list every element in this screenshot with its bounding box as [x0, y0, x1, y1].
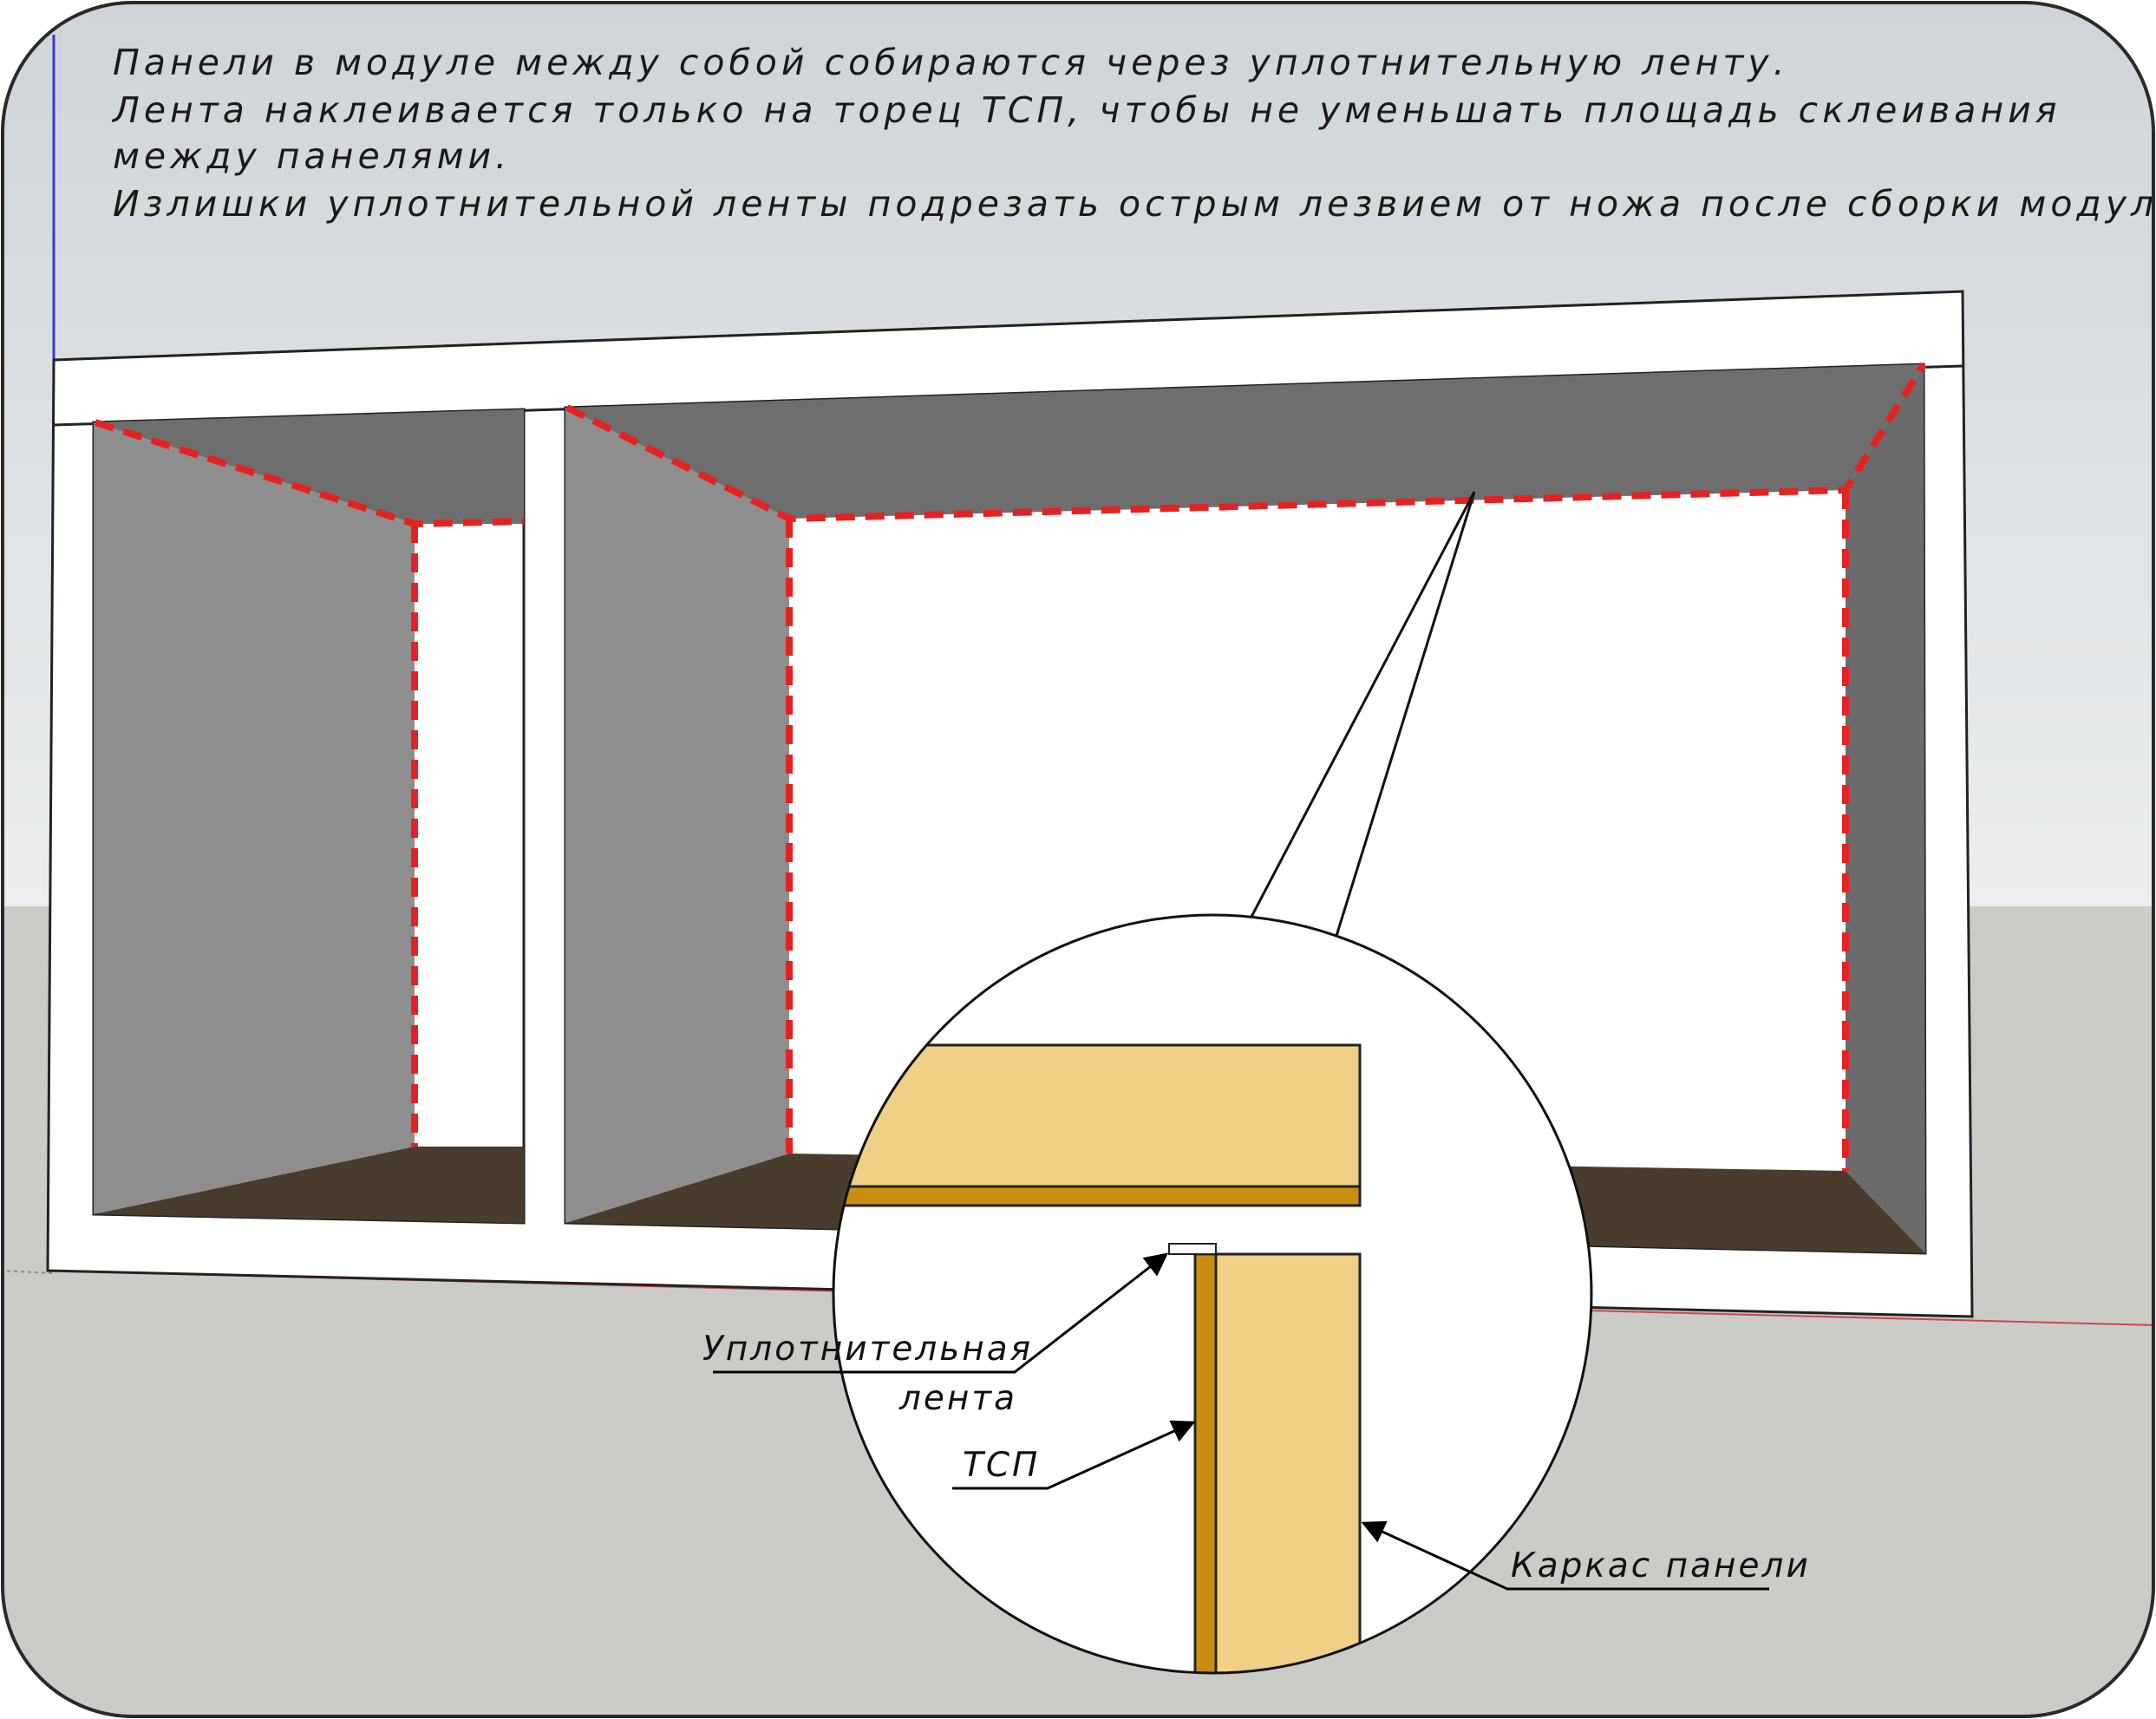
frame-label: Каркас панели: [1511, 1546, 1811, 1585]
callout-frame: Каркас панели: [1361, 1520, 1811, 1591]
right-cell-right-wall: [1846, 364, 1925, 1253]
side-panel-frame-section: [1214, 1252, 1362, 1673]
right-cell-left-wall: [565, 408, 789, 1223]
green-axis: [3, 1270, 55, 1274]
top-panel-tsp-layer: [833, 1185, 1362, 1207]
note-line-2: Лента наклеивается только на торец ТСП, …: [111, 89, 2061, 131]
note-line-3: между панелями.: [113, 135, 511, 177]
sealing-tape-marks: [94, 362, 1927, 1171]
left-cell-wall: [94, 422, 415, 1214]
sealing-tape-strip: [1168, 1243, 1217, 1255]
tape-label-line1: Уплотнительная: [702, 1330, 1033, 1369]
left-cell-floor: [94, 1147, 524, 1223]
frame-leader: [1361, 1520, 1769, 1591]
top-panel-frame-section: [833, 1043, 1362, 1188]
callout-sealing-tape: Уплотнительная лента: [702, 1252, 1169, 1418]
instruction-notes: Панели в модуле между собой собираются ч…: [111, 42, 2156, 225]
tsp-label: ТСП: [963, 1446, 1040, 1485]
callout-tsp: ТСП: [952, 1420, 1196, 1490]
right-cell-ceiling: [565, 364, 1924, 519]
side-panel-tsp-layer: [1193, 1252, 1218, 1673]
note-line-1: Панели в модуле между собой собираются ч…: [113, 42, 1789, 83]
tape-label-line2: лента: [898, 1379, 1017, 1418]
left-cell-ceiling: [94, 409, 524, 524]
tape-leader: [713, 1252, 1169, 1374]
note-line-4: Излишки уплотнительной ленты подрезать о…: [113, 183, 2156, 225]
detail-leader-line-2: [1335, 491, 1476, 937]
detail-leader-line-1: [1250, 491, 1476, 918]
detail-circle-outline: [832, 913, 1593, 1675]
detail-circle: [832, 913, 1593, 1675]
tsp-leader: [952, 1420, 1196, 1490]
